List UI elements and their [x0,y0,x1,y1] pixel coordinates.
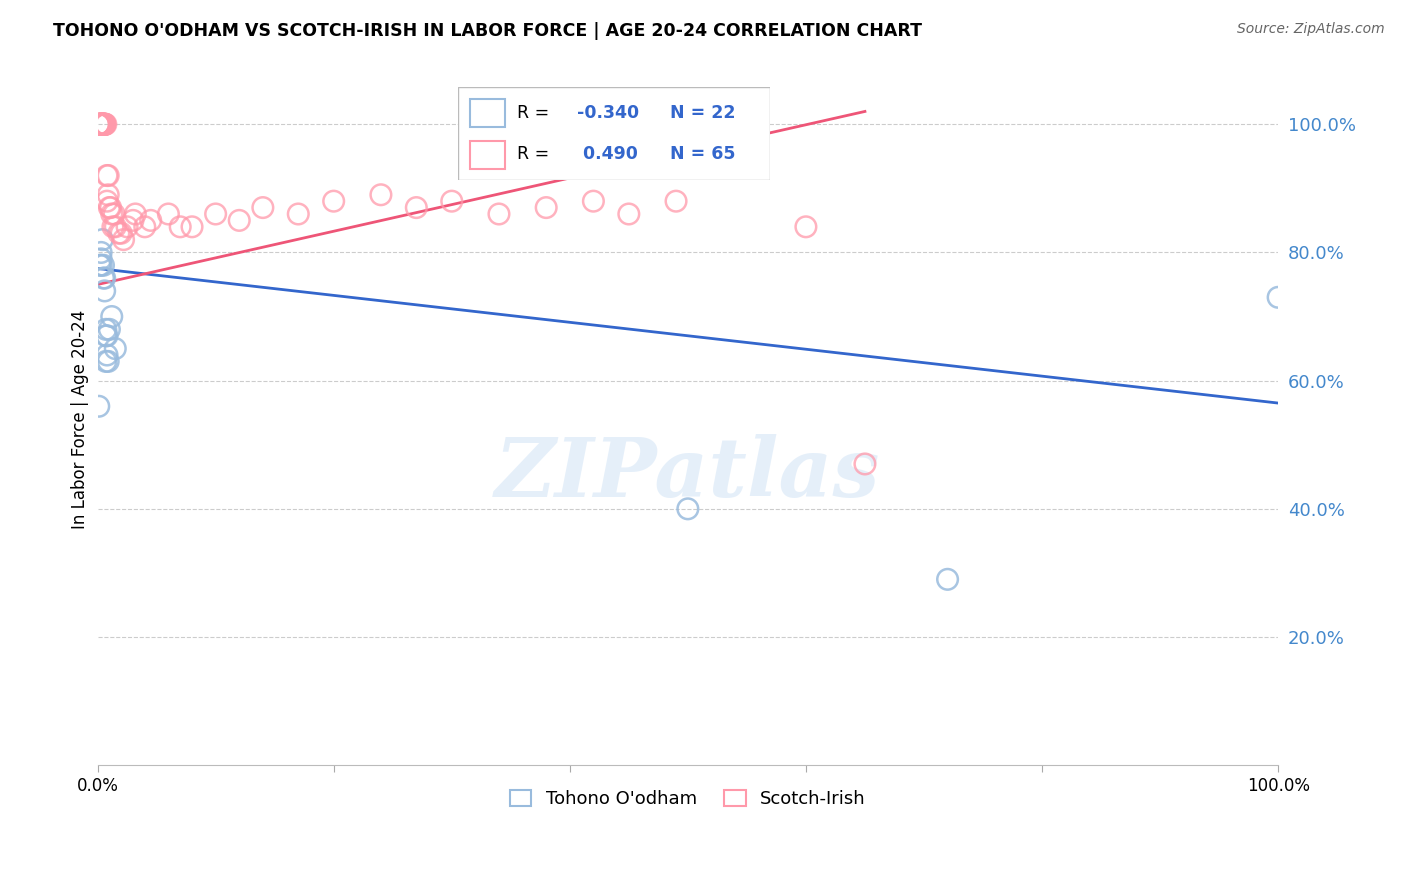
Point [87,117,110,131]
Point [89,117,111,131]
Point [794,219,817,234]
Point [124,207,146,221]
Point [90,252,112,266]
Point [115,219,138,234]
Point [96,348,118,362]
Point [405,201,427,215]
Point [91,117,114,131]
Point [87,117,110,131]
Point [122,213,145,227]
Point [93,117,115,131]
Point [98,322,121,336]
Point [89,117,111,131]
Point [94,328,117,343]
Point [582,194,605,209]
Point [104,219,127,234]
Point [100,207,122,221]
Point [112,233,135,247]
Point [617,207,640,221]
Point [90,117,112,131]
Point [97,169,120,183]
Point [139,213,162,227]
Point [93,117,115,131]
Point [93,117,115,131]
Point [488,207,510,221]
Point [370,187,392,202]
Point [90,117,112,131]
Point [676,501,699,516]
Point [93,258,115,272]
Point [134,219,156,234]
Point [89,258,111,272]
Point [90,245,112,260]
Point [108,226,131,240]
Point [97,354,120,368]
Point [93,271,115,285]
Point [91,233,114,247]
Point [94,354,117,368]
Point [100,201,122,215]
Point [322,194,344,209]
Point [252,201,274,215]
Point [1267,290,1289,304]
Point [169,219,191,234]
Point [89,117,111,131]
Point [104,342,127,356]
Point [94,117,117,131]
Text: Source: ZipAtlas.com: Source: ZipAtlas.com [1237,22,1385,37]
Point [93,117,115,131]
Point [96,169,118,183]
Point [93,117,115,131]
Point [93,117,115,131]
Point [93,117,115,131]
Point [103,207,125,221]
Point [157,207,180,221]
Point [100,310,122,324]
Point [853,457,876,471]
Point [91,117,114,131]
Point [110,226,132,240]
Point [93,117,115,131]
Point [936,572,959,586]
Point [665,194,688,209]
Point [204,207,226,221]
Point [87,117,110,131]
Point [287,207,309,221]
Point [91,117,114,131]
Point [98,201,121,215]
Point [96,194,118,209]
Point [228,213,250,227]
Y-axis label: In Labor Force | Age 20-24: In Labor Force | Age 20-24 [72,310,89,529]
Point [87,399,110,413]
Point [90,117,112,131]
Point [90,117,112,131]
Point [93,117,115,131]
Point [181,219,204,234]
Point [93,117,115,131]
Legend: Tohono O'odham, Scotch-Irish: Tohono O'odham, Scotch-Irish [502,782,873,815]
Point [93,117,115,131]
Point [96,328,118,343]
Text: TOHONO O'ODHAM VS SCOTCH-IRISH IN LABOR FORCE | AGE 20-24 CORRELATION CHART: TOHONO O'ODHAM VS SCOTCH-IRISH IN LABOR … [53,22,922,40]
Point [90,117,112,131]
Point [91,117,114,131]
Point [97,187,120,202]
Point [93,284,115,298]
Point [534,201,557,215]
Text: ZIPatlas: ZIPatlas [495,434,880,515]
Point [94,322,117,336]
Point [440,194,463,209]
Point [90,117,112,131]
Point [91,117,114,131]
Point [93,271,115,285]
Point [101,219,124,234]
Point [90,258,112,272]
